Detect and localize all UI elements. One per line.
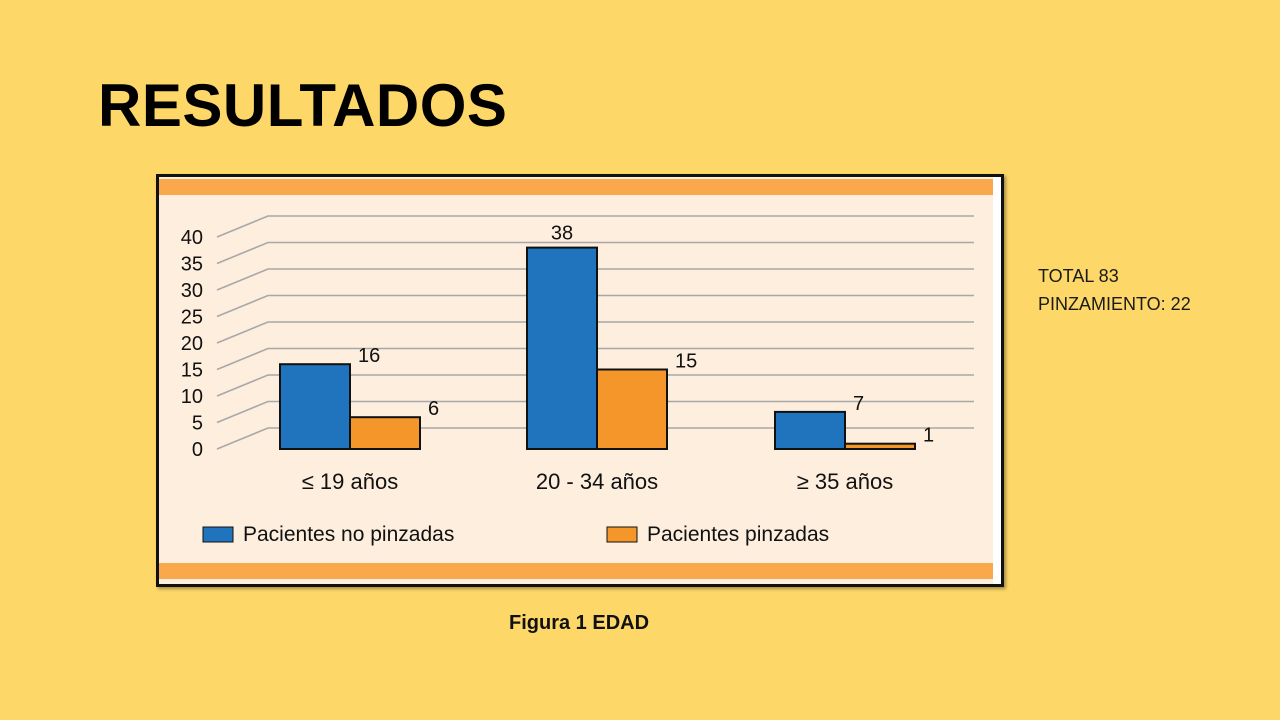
y-tick-label: 25	[181, 307, 203, 329]
bar	[774, 410, 846, 450]
gridline	[216, 268, 974, 291]
slide-title: RESULTADOS	[98, 72, 508, 139]
total-text: TOTAL 83	[1038, 266, 1119, 286]
category-label: ≥ 35 años	[797, 469, 893, 494]
legend-label: Pacientes pinzadas	[647, 523, 829, 546]
pinzamiento-text: PINZAMIENTO: 22	[1038, 294, 1191, 314]
y-tick-label: 40	[181, 227, 203, 249]
y-tick-label: 10	[181, 386, 203, 408]
top-band	[159, 179, 993, 195]
gridline	[216, 294, 974, 318]
category-label: ≤ 19 años	[302, 469, 398, 494]
bar	[526, 246, 598, 450]
bar-chart: 0 5 10 15 20 25 30 35 40 16 6 38 15 7 1 ≤ 19 años 20 -…	[159, 177, 1001, 584]
y-tick-label: 5	[192, 413, 203, 435]
bottom-band	[159, 563, 993, 579]
gridline	[216, 321, 974, 344]
totals-note: TOTAL 83 PINZAMIENTO: 22	[1038, 262, 1191, 318]
data-label: 38	[551, 223, 573, 245]
data-label: 15	[675, 351, 697, 373]
gridline	[216, 347, 974, 371]
bar	[844, 442, 916, 451]
y-tick-label: 0	[192, 439, 203, 461]
gridline	[216, 241, 974, 265]
gridline	[216, 215, 974, 238]
legend-label: Pacientes no pinzadas	[243, 523, 454, 546]
figure-caption: Figura 1 EDAD	[509, 612, 650, 634]
legend-swatch	[606, 526, 638, 543]
y-tick-label: 15	[181, 360, 203, 382]
bar	[596, 368, 668, 450]
data-label: 1	[923, 425, 934, 447]
gridline	[216, 374, 974, 397]
bar	[279, 363, 351, 450]
data-label: 16	[358, 345, 380, 367]
y-tick-label: 30	[181, 280, 203, 302]
gridline	[216, 427, 974, 450]
data-label: 7	[853, 393, 864, 415]
y-tick-label: 20	[181, 333, 203, 355]
legend-swatch	[202, 526, 234, 543]
gridline	[216, 400, 974, 424]
category-label: 20 - 34 años	[536, 469, 658, 494]
y-tick-label: 35	[181, 254, 203, 276]
bar	[349, 416, 421, 450]
data-label: 6	[428, 398, 439, 420]
chart-figure: 0 5 10 15 20 25 30 35 40 16 6 38 15 7 1 ≤ 19 años 20 -…	[156, 174, 1004, 587]
